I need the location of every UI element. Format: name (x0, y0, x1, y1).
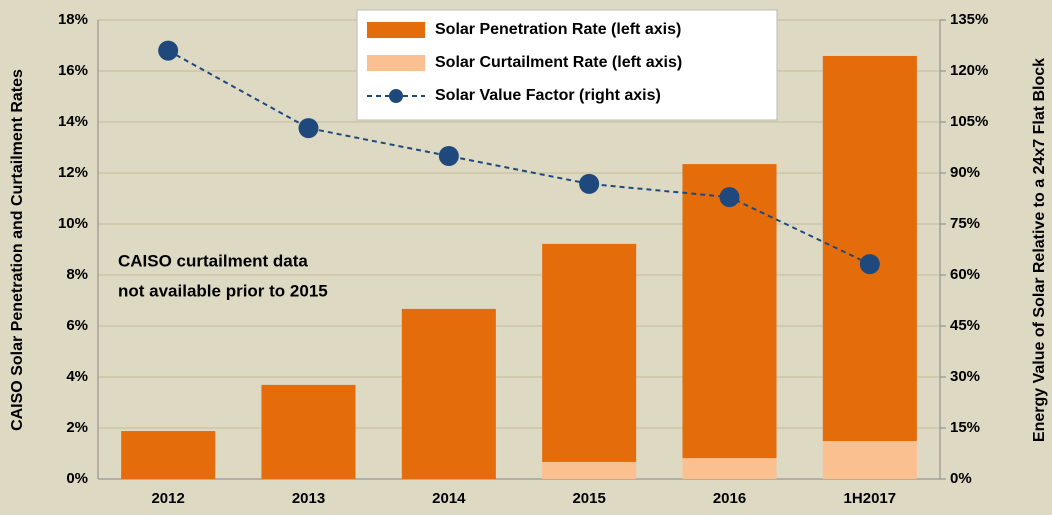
x-tick-label: 2014 (432, 490, 466, 507)
y-tick-label: 2% (66, 419, 88, 436)
legend-swatch (389, 89, 403, 103)
y-tick-label: 8% (66, 266, 88, 283)
marker (298, 118, 319, 139)
marker (579, 173, 600, 194)
y2-tick-label: 90% (950, 164, 980, 181)
y2-tick-label: 75% (950, 215, 980, 232)
line (167, 49, 871, 266)
marker (158, 40, 179, 61)
bar (542, 243, 637, 462)
y2-axis-title: Energy Value of Solar Relative to a 24x7… (1031, 58, 1048, 442)
y2-tick-label: 105% (950, 113, 988, 130)
bar (401, 308, 496, 479)
y-tick-label: 18% (58, 11, 88, 28)
x-tick-label: 2012 (151, 490, 184, 507)
bar (682, 458, 777, 479)
y2-tick-label: 120% (950, 62, 988, 79)
x-tick-label: 2016 (713, 490, 746, 507)
y2-tick-label: 135% (950, 11, 988, 28)
y-tick-label: 14% (58, 113, 88, 130)
legend-box (356, 9, 778, 121)
y-tick-label: 6% (66, 317, 88, 334)
y-tick-label: 12% (58, 164, 88, 181)
x-tick-label: 2013 (292, 490, 325, 507)
bar (822, 441, 917, 479)
y-tick-label: 10% (58, 215, 88, 232)
y-tick-label: 16% (58, 62, 88, 79)
bar (822, 55, 917, 442)
bar (121, 431, 216, 479)
legend-label: Solar Curtailment Rate (left axis) (435, 54, 682, 71)
legend-label: Solar Value Factor (right axis) (435, 87, 661, 104)
bar (542, 461, 637, 479)
legend-swatch (367, 22, 425, 38)
legend-label: Solar Penetration Rate (left axis) (435, 21, 681, 38)
y2-tick-label: 45% (950, 317, 980, 334)
annotation: CAISO curtailment data (118, 251, 308, 270)
marker (438, 146, 459, 166)
y2-tick-label: 30% (950, 368, 980, 385)
y2-tick-label: 15% (950, 419, 980, 436)
y2-tick-label: 60% (950, 266, 980, 283)
y-tick-label: 4% (66, 368, 88, 385)
annotation: not available prior to 2015 (118, 281, 328, 300)
marker (719, 187, 740, 208)
x-tick-label: 2015 (572, 490, 605, 507)
y-axis-title: CAISO Solar Penetration and Curtailment … (9, 69, 26, 431)
bar (261, 384, 356, 479)
x-tick-label: 1H2017 (844, 490, 897, 507)
bar (682, 164, 777, 459)
marker (859, 254, 880, 275)
y-tick-label: 0% (66, 470, 88, 487)
y2-tick-label: 0% (950, 470, 972, 487)
legend-swatch (367, 55, 425, 71)
